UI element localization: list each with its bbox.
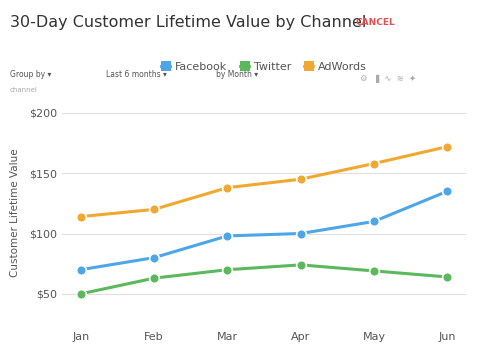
Text: 30-Day Customer Lifetime Value by Channel: 30-Day Customer Lifetime Value by Channe… <box>10 15 366 30</box>
Text: Last 6 months ▾: Last 6 months ▾ <box>106 70 167 79</box>
Legend: Facebook, Twitter, AdWords: Facebook, Twitter, AdWords <box>157 57 371 76</box>
Text: SAVE REPORT: SAVE REPORT <box>403 28 461 37</box>
Text: ⚙  ▐  ∿  ≋  ✦: ⚙ ▐ ∿ ≋ ✦ <box>360 74 416 83</box>
Y-axis label: Customer Lifetime Value: Customer Lifetime Value <box>11 148 20 277</box>
Text: by Month ▾: by Month ▾ <box>216 70 258 79</box>
Text: Group by ▾: Group by ▾ <box>10 70 51 79</box>
Text: CANCEL: CANCEL <box>355 18 395 27</box>
Text: channel: channel <box>10 86 37 93</box>
